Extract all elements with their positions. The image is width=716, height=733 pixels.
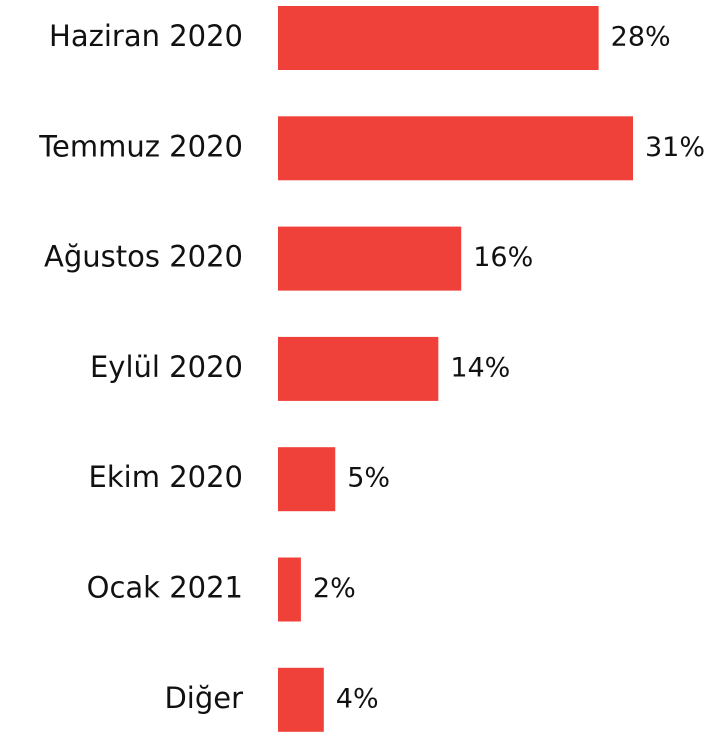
value-label: 31% — [645, 132, 705, 163]
category-label: Ekim 2020 — [89, 460, 243, 494]
category-label: Ocak 2021 — [87, 571, 243, 605]
value-label: 28% — [611, 22, 671, 53]
bar — [278, 557, 301, 622]
bar — [278, 116, 633, 181]
category-label: Ağustos 2020 — [44, 240, 243, 274]
value-label: 2% — [313, 573, 356, 604]
bar — [278, 226, 462, 291]
bar — [278, 447, 336, 512]
category-label: Haziran 2020 — [49, 19, 243, 53]
category-label: Diğer — [164, 681, 243, 715]
value-label: 14% — [450, 352, 510, 383]
bar — [278, 6, 599, 70]
category-label: Eylül 2020 — [90, 350, 243, 384]
bar — [278, 667, 324, 732]
value-label: 4% — [336, 683, 379, 714]
bar — [278, 336, 439, 401]
value-label: 16% — [473, 242, 533, 273]
category-label: Temmuz 2020 — [38, 129, 243, 163]
value-label: 5% — [347, 463, 390, 494]
